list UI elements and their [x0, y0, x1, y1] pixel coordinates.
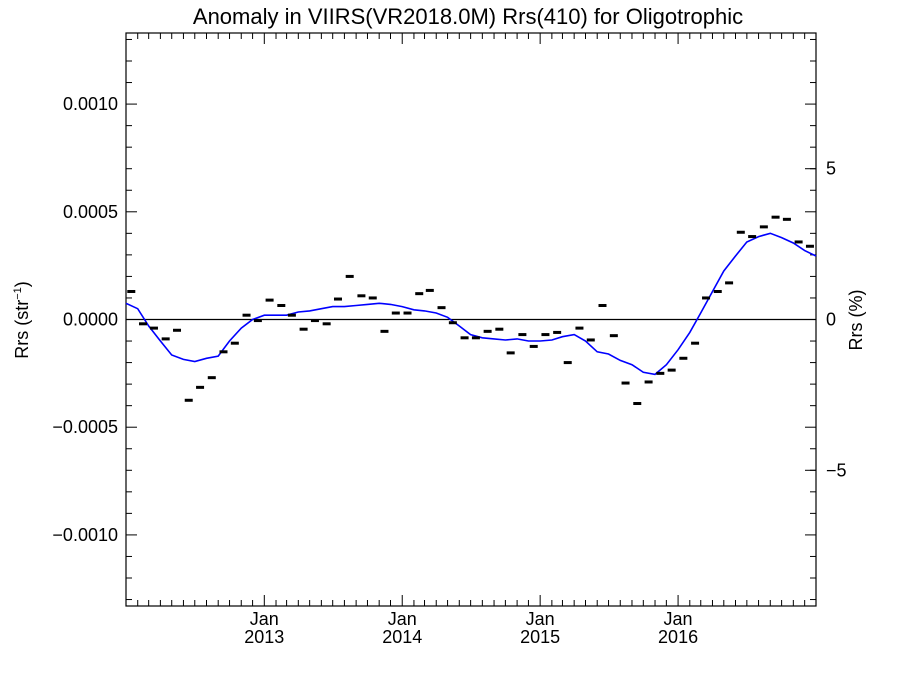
anomaly-marker	[425, 288, 434, 292]
anomaly-marker	[230, 341, 239, 345]
chart-title: Anomaly in VIIRS(VR2018.0M) Rrs(410) for…	[193, 4, 743, 29]
anomaly-marker	[253, 319, 262, 323]
y-axis-label-right: Rrs (%)	[846, 290, 866, 351]
y2-tick-label: −5	[826, 460, 847, 480]
anomaly-marker	[437, 306, 446, 310]
anomaly-marker	[656, 371, 665, 375]
anomaly-marker	[380, 329, 389, 333]
y-tick-label: 0.0005	[63, 202, 118, 222]
anomaly-marker	[139, 322, 148, 326]
anomaly-marker	[748, 235, 757, 239]
anomaly-marker	[736, 230, 745, 234]
y2-tick-label: 5	[826, 159, 836, 179]
anomaly-marker	[691, 341, 700, 345]
anomaly-marker	[219, 350, 228, 354]
anomaly-marker	[667, 368, 676, 372]
y-tick-label: −0.0005	[52, 417, 118, 437]
anomaly-marker	[483, 329, 492, 333]
anomaly-marker	[287, 313, 296, 317]
x-tick-label-month: Jan	[250, 609, 279, 629]
anomaly-marker	[448, 321, 457, 325]
anomaly-marker	[173, 328, 182, 332]
y-axis-label-left-main: Rrs (str	[12, 300, 32, 359]
anomaly-marker	[265, 298, 274, 302]
y-tick-label: 0.0000	[63, 310, 118, 330]
anomaly-marker	[713, 289, 722, 293]
anomaly-marker	[310, 319, 319, 323]
x-tick-label-month: Jan	[526, 609, 555, 629]
monthly-anomaly-series	[127, 215, 814, 406]
anomaly-marker	[725, 281, 734, 285]
left-y-axis: 0.0010 0.0005 0.0000 −0.0005 −0.0010	[52, 38, 816, 601]
anomaly-marker	[357, 294, 366, 298]
anomaly-marker	[242, 313, 251, 317]
anomaly-marker	[644, 380, 653, 384]
anomaly-marker	[609, 334, 618, 338]
y-axis-label-left-sup: −1	[12, 287, 24, 300]
right-y-axis: 5 0 −5	[805, 159, 847, 480]
x-tick-label-month: Jan	[664, 609, 693, 629]
anomaly-marker	[127, 289, 136, 293]
y-tick-label: −0.0010	[52, 525, 118, 545]
anomaly-marker	[403, 311, 412, 315]
anomaly-marker	[368, 296, 377, 300]
anomaly-marker	[196, 385, 205, 389]
y2-tick-label: 0	[826, 310, 836, 330]
anomaly-marker	[529, 344, 538, 348]
anomaly-marker	[506, 351, 515, 355]
anomaly-marker	[333, 297, 342, 301]
x-tick-label-month: Jan	[388, 609, 417, 629]
anomaly-marker	[495, 327, 504, 331]
anomaly-marker	[207, 376, 216, 380]
smoothed-line	[125, 232, 817, 376]
anomaly-marker	[679, 356, 688, 360]
anomaly-marker	[415, 292, 424, 296]
anomaly-marker	[759, 225, 768, 229]
anomaly-marker	[391, 311, 400, 315]
x-tick-label-year: 2016	[658, 627, 698, 647]
anomaly-marker	[184, 398, 193, 402]
anomaly-marker	[345, 274, 354, 278]
anomaly-marker	[460, 336, 469, 340]
anomaly-marker	[322, 322, 331, 326]
y-axis-label-left-close: )	[12, 281, 32, 287]
anomaly-marker	[771, 215, 780, 219]
anomaly-marker	[553, 330, 562, 334]
anomaly-marker	[277, 303, 286, 307]
x-tick-label-year: 2013	[244, 627, 284, 647]
anomaly-marker	[794, 240, 803, 244]
anomaly-marker	[299, 327, 308, 331]
anomaly-marker	[621, 381, 630, 385]
anomaly-marker	[586, 338, 595, 342]
anomaly-marker	[702, 296, 711, 300]
anomaly-marker	[541, 333, 550, 337]
x-tick-label-year: 2015	[520, 627, 560, 647]
y-tick-label: 0.0010	[63, 94, 118, 114]
anomaly-marker	[161, 337, 170, 341]
smoothed-anomaly-series	[125, 232, 817, 376]
anomaly-marker	[782, 217, 791, 221]
anomaly-marker	[471, 336, 480, 340]
anomaly-marker	[563, 361, 572, 365]
anomaly-marker	[518, 333, 527, 337]
anomaly-marker	[149, 326, 158, 330]
anomaly-marker	[598, 303, 607, 307]
anomaly-marker	[805, 244, 814, 248]
anomaly-marker	[575, 326, 584, 330]
y-axis-label-left: Rrs (str−1)	[12, 281, 32, 359]
x-tick-label-year: 2014	[382, 627, 422, 647]
anomaly-marker	[633, 402, 642, 406]
